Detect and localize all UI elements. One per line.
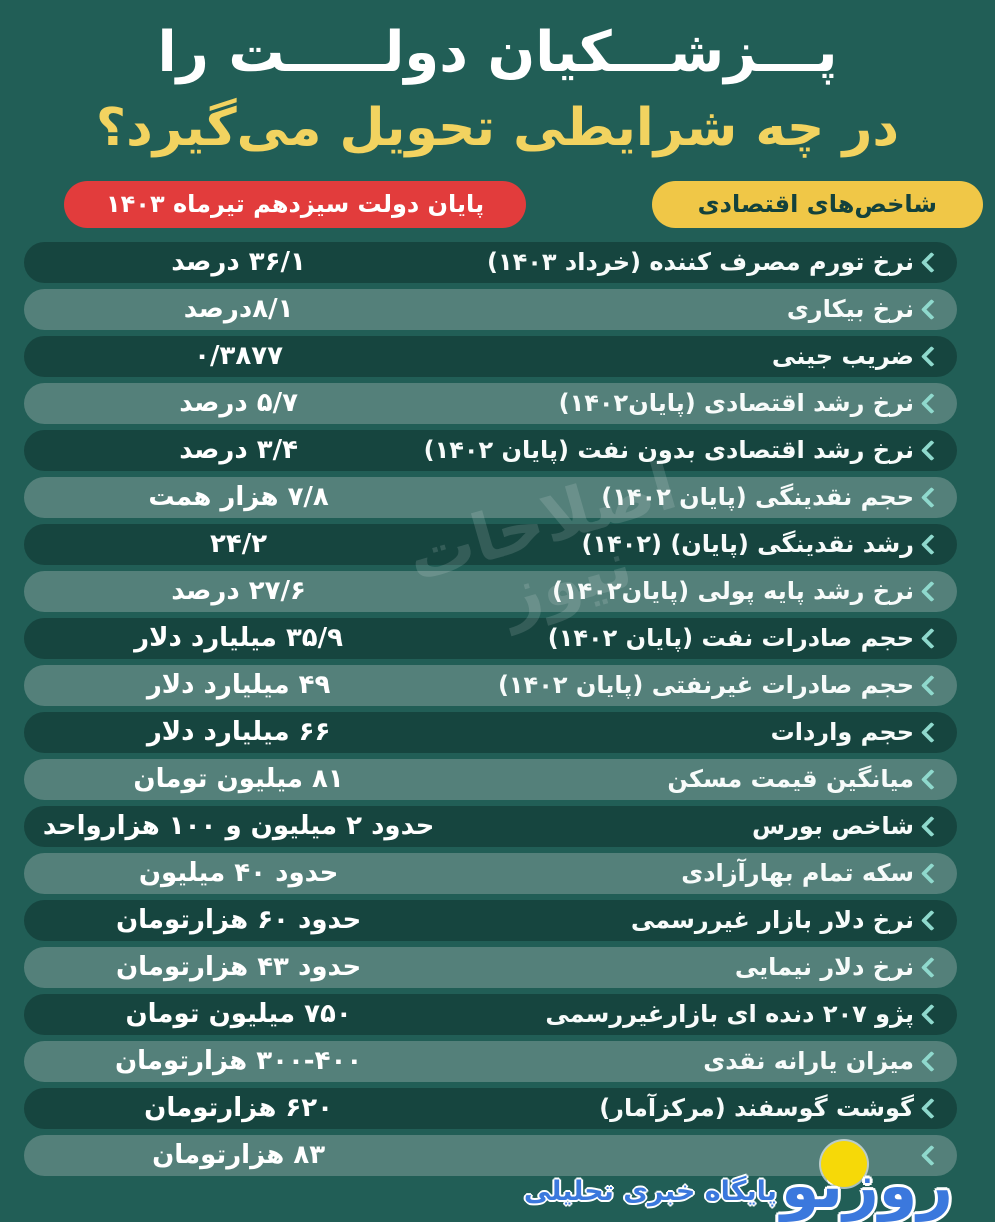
row-value: ۴۹ میلیارد دلار bbox=[146, 670, 331, 701]
chevron-left-icon bbox=[920, 392, 943, 414]
page-title: پـــزشـــکیان دولـــــت را در چه شرایطی … bbox=[0, 0, 995, 163]
row-value: ۸/۱درصد bbox=[183, 294, 294, 325]
indicator-row: نرخ رشد اقتصادی (پایان۱۴۰۲) ۵/۷ درصد bbox=[24, 382, 957, 424]
row-value: حدود ۴۰ میلیون bbox=[138, 858, 339, 889]
title-line-2: در چه شرایطی تحویل می‌گیرد؟ bbox=[95, 98, 900, 159]
watermark-tagline: پایگاه خبری تحلیلی bbox=[523, 1176, 777, 1208]
chevron-left-icon bbox=[920, 486, 943, 508]
row-label: ضریب جینی bbox=[771, 342, 914, 371]
indicator-row: سکه تمام بهارآزادی حدود ۴۰ میلیون bbox=[24, 852, 957, 894]
indicator-row: حجم صادرات غیرنفتی (پایان ۱۴۰۲) ۴۹ میلیار… bbox=[24, 664, 957, 706]
chevron-left-icon bbox=[920, 1097, 943, 1119]
row-value: ۷/۸ هزار همت bbox=[148, 482, 329, 513]
row-value: ۸۱ میلیون تومان bbox=[133, 764, 344, 795]
chevron-left-icon bbox=[920, 768, 943, 790]
chevron-left-icon bbox=[920, 862, 943, 884]
row-label: حجم نقدینگی (پایان ۱۴۰۲) bbox=[601, 483, 914, 512]
indicator-row: حجم صادرات نفت (پایان ۱۴۰۲) ۳۵/۹ میلیارد … bbox=[24, 617, 957, 659]
chevron-left-icon bbox=[920, 251, 943, 273]
indicator-row: ضریب جینی ۰/۳۸۷۷ bbox=[24, 335, 957, 377]
chevron-left-icon bbox=[920, 1003, 943, 1025]
column-header-badges: پایان دولت سیزدهم تیرماه ۱۴۰۳ شاخص‌های ا… bbox=[64, 180, 983, 228]
title-line-1: پـــزشـــکیان دولـــــت را bbox=[157, 20, 838, 85]
chevron-left-icon bbox=[920, 909, 943, 931]
chevron-left-icon bbox=[920, 1050, 943, 1072]
row-label: میانگین قیمت مسکن bbox=[667, 765, 914, 794]
chevron-left-icon bbox=[920, 345, 943, 367]
indicator-row: نرخ تورم مصرف کننده (خرداد ۱۴۰۳) ۳۶/۱ درص… bbox=[24, 241, 957, 283]
chevron-left-icon bbox=[920, 956, 943, 978]
row-label: نرخ رشد پایه پولی (پایان۱۴۰۲) bbox=[552, 577, 914, 606]
indicator-row: پژو ۲۰۷ دنده ای بازارغیررسمی ۷۵۰ میلیون ت… bbox=[24, 993, 957, 1035]
chevron-left-icon bbox=[920, 1144, 943, 1166]
chevron-left-icon bbox=[920, 298, 943, 320]
chevron-left-icon bbox=[920, 627, 943, 649]
row-label: حجم صادرات نفت (پایان ۱۴۰۲) bbox=[547, 624, 914, 653]
indicator-row: نرخ رشد پایه پولی (پایان۱۴۰۲) ۲۷/۶ درصد bbox=[24, 570, 957, 612]
row-value: ۰/۳۸۷۷ bbox=[194, 341, 284, 372]
indicator-row: نرخ دلار نیمایی حدود ۴۳ هزارتومان bbox=[24, 946, 957, 988]
row-value: حدود ۲ میلیون و ۱۰۰ هزارواحد bbox=[42, 811, 435, 842]
indicator-column-badge: شاخص‌های اقتصادی bbox=[651, 180, 983, 228]
row-value: حدود ۶۰ هزارتومان bbox=[115, 905, 362, 936]
indicator-row: گوشت گوسفند (مرکزآمار) ۶۲۰ هزارتومان bbox=[24, 1087, 957, 1129]
indicator-row: ۸۳ هزارتومان bbox=[24, 1134, 957, 1176]
row-label: سکه تمام بهارآزادی bbox=[681, 859, 914, 888]
row-label: نرخ تورم مصرف کننده (خرداد ۱۴۰۳) bbox=[487, 248, 914, 277]
row-label: گوشت گوسفند (مرکزآمار) bbox=[599, 1094, 914, 1123]
row-value: ۶۶ میلیارد دلار bbox=[146, 717, 331, 748]
row-label: میزان یارانه نقدی bbox=[703, 1047, 914, 1076]
indicator-row: رشد نقدینگی (پایان) (۱۴۰۲) ۲۴/۲ bbox=[24, 523, 957, 565]
row-label: نرخ دلار نیمایی bbox=[734, 953, 914, 982]
indicator-row: شاخص بورس حدود ۲ میلیون و ۱۰۰ هزارواحد bbox=[24, 805, 957, 847]
row-value: ۷۵۰ میلیون تومان bbox=[125, 999, 352, 1030]
row-value: ۳/۴ درصد bbox=[179, 435, 298, 466]
row-label: نرخ بیکاری bbox=[786, 295, 914, 324]
indicator-row: نرخ بیکاری ۸/۱درصد bbox=[24, 288, 957, 330]
value-column-badge: پایان دولت سیزدهم تیرماه ۱۴۰۳ bbox=[64, 180, 527, 228]
indicator-rows-container: نرخ تورم مصرف کننده (خرداد ۱۴۰۳) ۳۶/۱ درص… bbox=[24, 241, 957, 1176]
chevron-left-icon bbox=[920, 815, 943, 837]
chevron-left-icon bbox=[920, 533, 943, 555]
row-label: حجم صادرات غیرنفتی (پایان ۱۴۰۲) bbox=[497, 671, 914, 700]
chevron-left-icon bbox=[920, 580, 943, 602]
row-value: ۵/۷ درصد bbox=[179, 388, 298, 419]
indicator-row: نرخ دلار بازار غیررسمی حدود ۶۰ هزارتومان bbox=[24, 899, 957, 941]
row-label: نرخ رشد اقتصادی (پایان۱۴۰۲) bbox=[558, 389, 914, 418]
row-label: حجم واردات bbox=[770, 718, 914, 747]
row-label: پژو ۲۰۷ دنده ای بازارغیررسمی bbox=[545, 1000, 914, 1029]
chevron-left-icon bbox=[920, 439, 943, 461]
row-value: ۲۷/۶ درصد bbox=[171, 576, 306, 607]
indicator-row: حجم نقدینگی (پایان ۱۴۰۲) ۷/۸ هزار همت bbox=[24, 476, 957, 518]
indicator-row: میزان یارانه نقدی ۳۰۰-۴۰۰ هزارتومان bbox=[24, 1040, 957, 1082]
row-value: ۲۴/۲ bbox=[210, 529, 268, 560]
indicator-row: نرخ رشد اقتصادی بدون نفت (پایان ۱۴۰۲) ۳/۴… bbox=[24, 429, 957, 471]
row-value: ۳۰۰-۴۰۰ هزارتومان bbox=[114, 1046, 363, 1077]
indicator-row: میانگین قیمت مسکن ۸۱ میلیون تومان bbox=[24, 758, 957, 800]
row-value: ۸۳ هزارتومان bbox=[152, 1140, 326, 1171]
indicator-row: حجم واردات ۶۶ میلیارد دلار bbox=[24, 711, 957, 753]
row-value: ۶۲۰ هزارتومان bbox=[144, 1093, 334, 1124]
chevron-left-icon bbox=[920, 721, 943, 743]
row-label: شاخص بورس bbox=[752, 812, 914, 841]
row-value: ۳۶/۱ درصد bbox=[171, 247, 306, 278]
row-label: رشد نقدینگی (پایان) (۱۴۰۲) bbox=[581, 530, 914, 559]
row-value: ۳۵/۹ میلیارد دلار bbox=[134, 623, 344, 654]
row-label: نرخ رشد اقتصادی بدون نفت (پایان ۱۴۰۲) bbox=[423, 436, 914, 465]
chevron-left-icon bbox=[920, 674, 943, 696]
row-label: نرخ دلار بازار غیررسمی bbox=[630, 906, 914, 935]
row-value: حدود ۴۳ هزارتومان bbox=[115, 952, 362, 983]
